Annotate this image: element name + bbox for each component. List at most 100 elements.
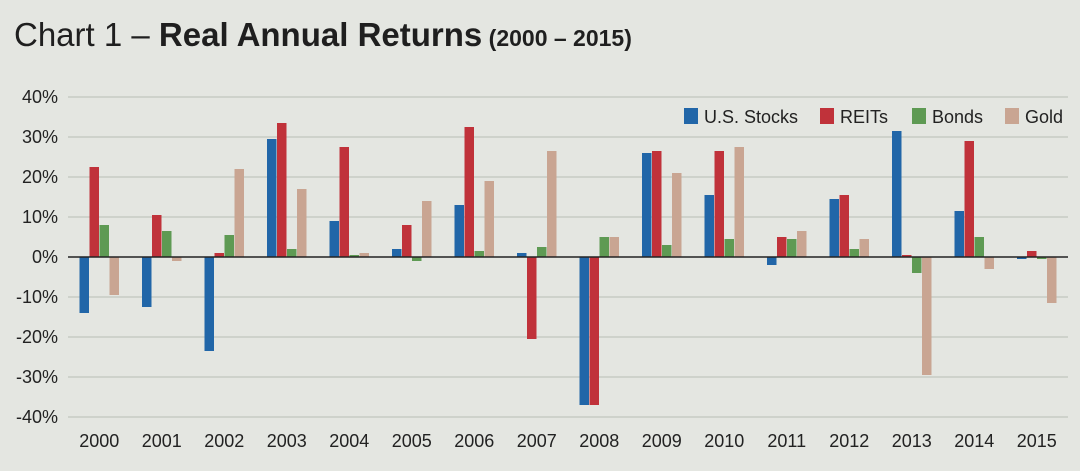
bars — [79, 123, 1057, 405]
bar-bonds-2003 — [287, 249, 297, 257]
bar-reits-2001 — [152, 215, 162, 257]
bar-bonds-2008 — [599, 237, 609, 257]
bar-gold-2013 — [922, 257, 932, 375]
bar-reits-2011 — [777, 237, 787, 257]
bar-bonds-2002 — [224, 235, 234, 257]
bar-reits-2012 — [839, 195, 849, 257]
x-tick-label: 2005 — [392, 431, 432, 451]
y-tick-label: 40% — [22, 87, 58, 107]
chart-title: Chart 1 – Real Annual Returns (2000 – 20… — [14, 16, 632, 53]
bar-reits-2015 — [1027, 251, 1037, 257]
bar-u-s-stocks-2010 — [704, 195, 714, 257]
bar-reits-2000 — [89, 167, 99, 257]
legend-label-gold: Gold — [1025, 107, 1063, 127]
y-tick-label: -10% — [16, 287, 58, 307]
bar-bonds-2001 — [162, 231, 172, 257]
bar-u-s-stocks-2001 — [142, 257, 152, 307]
bar-gold-2002 — [234, 169, 244, 257]
legend-swatch-gold — [1005, 108, 1019, 124]
bar-reits-2013 — [902, 255, 912, 257]
bar-reits-2008 — [589, 257, 599, 405]
bar-reits-2005 — [402, 225, 412, 257]
bar-u-s-stocks-2014 — [954, 211, 964, 257]
bar-gold-2000 — [109, 257, 119, 295]
bar-u-s-stocks-2006 — [454, 205, 464, 257]
chart-title-range: (2000 – 2015) — [482, 25, 632, 51]
x-tick-label: 2004 — [329, 431, 369, 451]
bar-reits-2009 — [652, 151, 662, 257]
x-tick-label: 2011 — [767, 431, 806, 451]
bar-reits-2010 — [714, 151, 724, 257]
bar-u-s-stocks-2007 — [517, 253, 527, 257]
legend-label-reits: REITs — [840, 107, 888, 127]
bar-gold-2001 — [172, 257, 182, 261]
bar-reits-2014 — [964, 141, 974, 257]
x-tick-label: 2008 — [579, 431, 619, 451]
legend-swatch-bonds — [912, 108, 926, 124]
bar-reits-2004 — [339, 147, 349, 257]
legend-label-u-s-stocks: U.S. Stocks — [704, 107, 798, 127]
x-tick-label: 2002 — [204, 431, 244, 451]
bar-gold-2008 — [609, 237, 619, 257]
x-tick-label: 2000 — [79, 431, 119, 451]
x-tick-label: 2014 — [954, 431, 994, 451]
bar-bonds-2015 — [1037, 257, 1047, 259]
bar-gold-2012 — [859, 239, 869, 257]
bar-gold-2003 — [297, 189, 307, 257]
bar-bonds-2010 — [724, 239, 734, 257]
x-tick-label: 2007 — [517, 431, 557, 451]
y-tick-label: -20% — [16, 327, 58, 347]
bar-bonds-2012 — [849, 249, 859, 257]
bar-gold-2010 — [734, 147, 744, 257]
bar-bonds-2007 — [537, 247, 547, 257]
y-tick-label: -40% — [16, 407, 58, 427]
bar-bonds-2004 — [349, 255, 359, 257]
bar-bonds-2011 — [787, 239, 797, 257]
bar-gold-2004 — [359, 253, 369, 257]
chart-title-prefix: Chart 1 – — [14, 16, 159, 53]
y-tick-label: -30% — [16, 367, 58, 387]
bar-bonds-2005 — [412, 257, 422, 261]
bar-u-s-stocks-2009 — [642, 153, 652, 257]
bar-gold-2006 — [484, 181, 494, 257]
x-tick-label: 2012 — [829, 431, 869, 451]
bar-bonds-2014 — [974, 237, 984, 257]
x-tick-label: 2003 — [267, 431, 307, 451]
y-tick-label: 20% — [22, 167, 58, 187]
y-tick-label: 10% — [22, 207, 58, 227]
bar-gold-2005 — [422, 201, 432, 257]
bar-bonds-2006 — [474, 251, 484, 257]
y-tick-label: 30% — [22, 127, 58, 147]
y-tick-label: 0% — [32, 247, 58, 267]
legend: U.S. Stocks REITs Bonds Gold — [684, 107, 1063, 127]
x-axis: 2000 2001 2002 2003 2004 2005 2006 2007 2008 2009… — [79, 431, 1057, 451]
legend-swatch-reits — [820, 108, 834, 124]
bar-bonds-2009 — [662, 245, 672, 257]
bar-u-s-stocks-2012 — [829, 199, 839, 257]
bar-u-s-stocks-2003 — [267, 139, 277, 257]
bar-gold-2009 — [672, 173, 682, 257]
bar-u-s-stocks-2011 — [767, 257, 777, 265]
legend-label-bonds: Bonds — [932, 107, 983, 127]
x-tick-label: 2001 — [142, 431, 182, 451]
x-tick-label: 2013 — [892, 431, 932, 451]
bar-u-s-stocks-2002 — [204, 257, 214, 351]
bar-u-s-stocks-2015 — [1017, 257, 1027, 259]
x-tick-label: 2006 — [454, 431, 494, 451]
bar-reits-2006 — [464, 127, 474, 257]
bar-gold-2015 — [1047, 257, 1057, 303]
bar-u-s-stocks-2004 — [329, 221, 339, 257]
x-tick-label: 2009 — [642, 431, 682, 451]
bar-u-s-stocks-2005 — [392, 249, 402, 257]
bar-u-s-stocks-2013 — [892, 131, 902, 257]
y-axis: 40% 30% 20% 10% 0% -10% -20% -30% -40% — [16, 87, 58, 427]
bar-gold-2014 — [984, 257, 994, 269]
bar-u-s-stocks-2008 — [579, 257, 589, 405]
bar-gold-2007 — [547, 151, 557, 257]
x-tick-label: 2015 — [1017, 431, 1057, 451]
bar-reits-2003 — [277, 123, 287, 257]
bar-reits-2007 — [527, 257, 537, 339]
bar-bonds-2000 — [99, 225, 109, 257]
bar-gold-2011 — [797, 231, 807, 257]
